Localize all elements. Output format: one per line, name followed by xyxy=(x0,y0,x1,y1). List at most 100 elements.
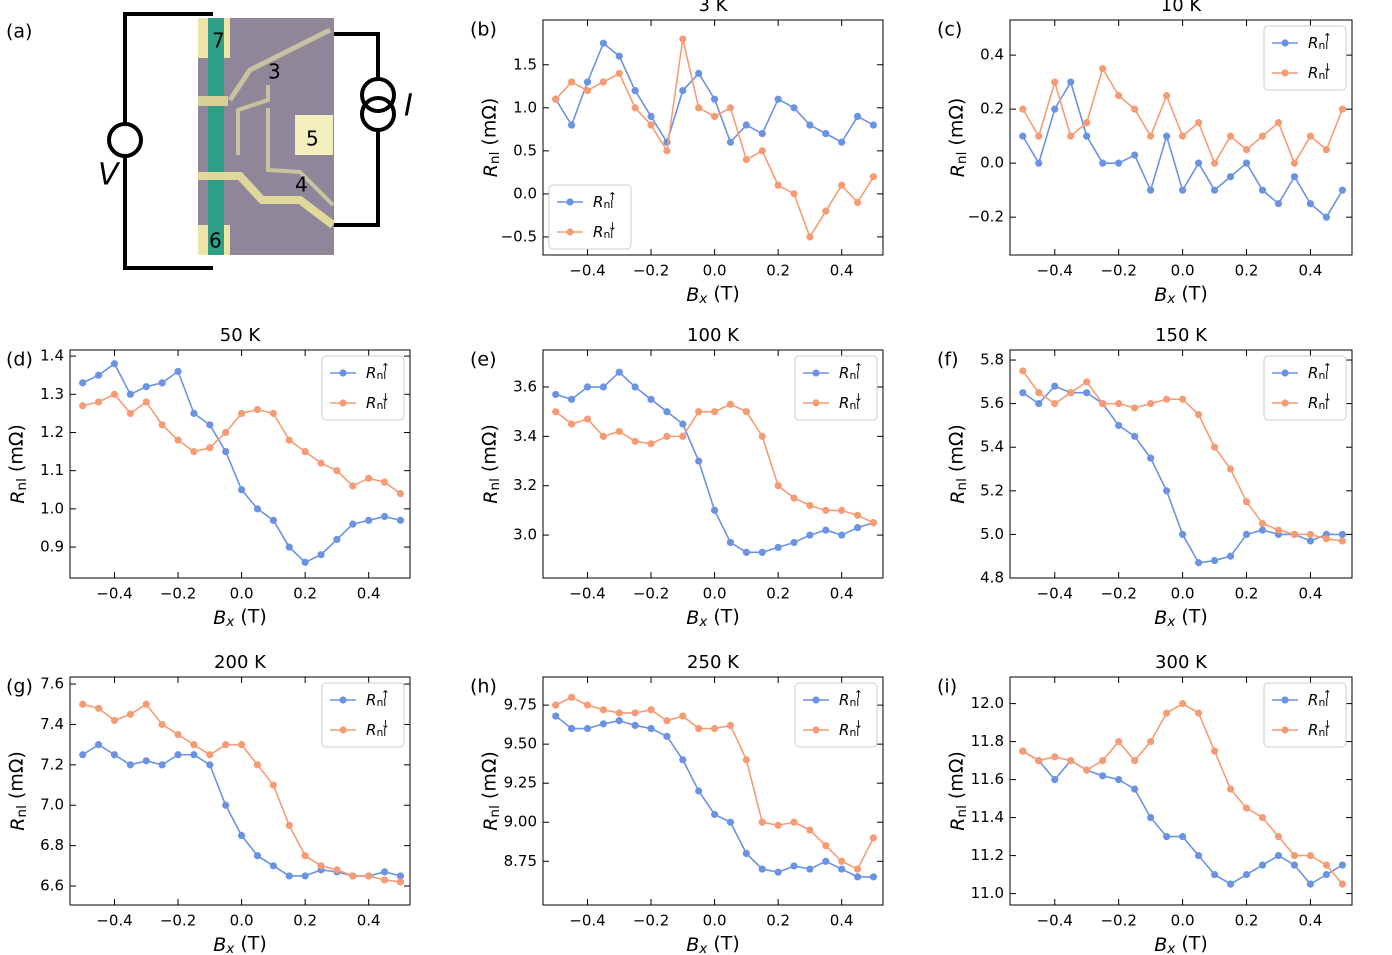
data-point xyxy=(1019,367,1027,375)
data-point xyxy=(1242,871,1251,879)
data-point xyxy=(774,821,782,829)
x-tick-label: 0.0 xyxy=(1171,262,1195,280)
data-point xyxy=(1115,738,1123,746)
data-point xyxy=(615,709,623,717)
y-axis-label: Rnl (mΩ) xyxy=(945,98,970,178)
data-point xyxy=(647,706,655,714)
data-point xyxy=(1258,526,1267,534)
chart-title: 10 K xyxy=(1161,0,1203,16)
data-point xyxy=(790,190,798,198)
panel-label: (e) xyxy=(470,349,497,371)
legend-label: Rnl↑ xyxy=(366,688,390,709)
y-tick-label: 11.0 xyxy=(971,884,1004,902)
data-point xyxy=(126,710,134,718)
data-point xyxy=(1194,159,1203,167)
data-point xyxy=(631,104,639,112)
data-point xyxy=(269,862,277,870)
legend-swatch xyxy=(339,399,347,407)
y-axis-label: Rnl (mΩ) xyxy=(478,424,503,504)
data-point xyxy=(695,787,703,795)
data-point xyxy=(110,360,119,368)
data-point xyxy=(1147,186,1155,194)
data-point xyxy=(806,826,814,834)
y-tick-label: 5.6 xyxy=(980,394,1004,412)
data-point xyxy=(301,558,309,566)
data-point xyxy=(396,489,405,498)
data-point xyxy=(726,400,735,408)
x-axis-label: Bx (T) xyxy=(213,605,267,630)
data-point xyxy=(1194,852,1203,860)
legend: Rnl↑ Rnl↓ xyxy=(321,355,405,421)
legend-swatch xyxy=(566,228,574,236)
data-point xyxy=(1099,400,1107,408)
data-point xyxy=(1131,785,1139,793)
legend-swatch xyxy=(812,726,820,734)
data-point xyxy=(380,478,389,486)
legend-label: Rnl↑ xyxy=(593,190,617,211)
chart-title: 200 K xyxy=(214,652,267,673)
data-point xyxy=(333,535,341,544)
data-point xyxy=(174,751,182,759)
x-tick-label: −0.4 xyxy=(1037,912,1073,930)
data-point xyxy=(1035,159,1043,167)
data-point xyxy=(285,543,293,551)
x-tick-label: 0.4 xyxy=(1299,585,1323,603)
data-point xyxy=(1178,700,1187,708)
data-point xyxy=(790,494,798,502)
panel-label: (h) xyxy=(470,676,497,698)
y-tick-label: −0.2 xyxy=(968,208,1004,226)
data-point xyxy=(174,436,182,444)
data-point xyxy=(1338,880,1347,888)
data-point xyxy=(222,741,230,749)
x-tick-label: −0.2 xyxy=(633,262,669,280)
data-point xyxy=(679,756,687,764)
data-point xyxy=(1131,432,1139,440)
data-point xyxy=(822,842,830,850)
data-point xyxy=(679,86,687,95)
x-tick-label: 0.2 xyxy=(293,912,317,930)
data-point xyxy=(94,704,103,712)
data-point xyxy=(237,486,246,494)
data-point xyxy=(599,706,607,714)
legend-swatch xyxy=(339,726,347,734)
data-point xyxy=(853,511,862,519)
chart-panel: −0.4 −0.2 0.0 0.2 0.4 −0.2 0.0 0.2 0.4 10 K (c) Bx … xyxy=(937,0,1353,307)
x-tick-label: 0.4 xyxy=(830,262,854,280)
data-point xyxy=(1083,119,1091,127)
data-point xyxy=(774,868,782,876)
data-point xyxy=(567,420,576,428)
data-point xyxy=(1274,833,1283,841)
x-tick-label: −0.4 xyxy=(569,912,605,930)
device-diagram: (a) 7 3 5 4 6 V I xyxy=(6,12,413,270)
data-point xyxy=(552,95,560,103)
x-axis-label: Bx (T) xyxy=(686,932,740,955)
x-tick-label: 0.2 xyxy=(1235,912,1259,930)
data-point xyxy=(126,409,134,417)
data-point xyxy=(1067,389,1075,397)
data-point xyxy=(822,526,830,534)
legend-label: Rnl↓ xyxy=(1308,61,1332,82)
series-line xyxy=(555,403,874,524)
y-tick-label: 9.00 xyxy=(504,813,537,831)
legend-box xyxy=(321,682,405,748)
data-point xyxy=(190,447,198,456)
legend-swatch xyxy=(566,198,574,206)
data-point xyxy=(853,873,862,881)
legend-box xyxy=(794,682,878,748)
voltmeter xyxy=(107,122,143,158)
data-point xyxy=(222,801,230,809)
chart-panel: −0.4 −0.2 0.0 0.2 0.4 3.0 3.2 3.4 3.6 100 K (e) Bx … xyxy=(470,325,884,630)
y-axis-label: Rnl (mΩ) xyxy=(5,751,30,831)
x-axis-label: Bx (T) xyxy=(1154,282,1208,307)
data-point xyxy=(206,751,214,759)
x-tick-label: 0.4 xyxy=(357,912,381,930)
y-tick-label: 9.50 xyxy=(504,735,537,753)
data-point xyxy=(1226,552,1235,560)
data-point xyxy=(742,155,750,164)
y-tick-label: 7.4 xyxy=(40,715,64,733)
data-point xyxy=(349,482,357,490)
data-point xyxy=(599,78,607,86)
data-point xyxy=(615,69,623,77)
data-point xyxy=(110,716,119,725)
